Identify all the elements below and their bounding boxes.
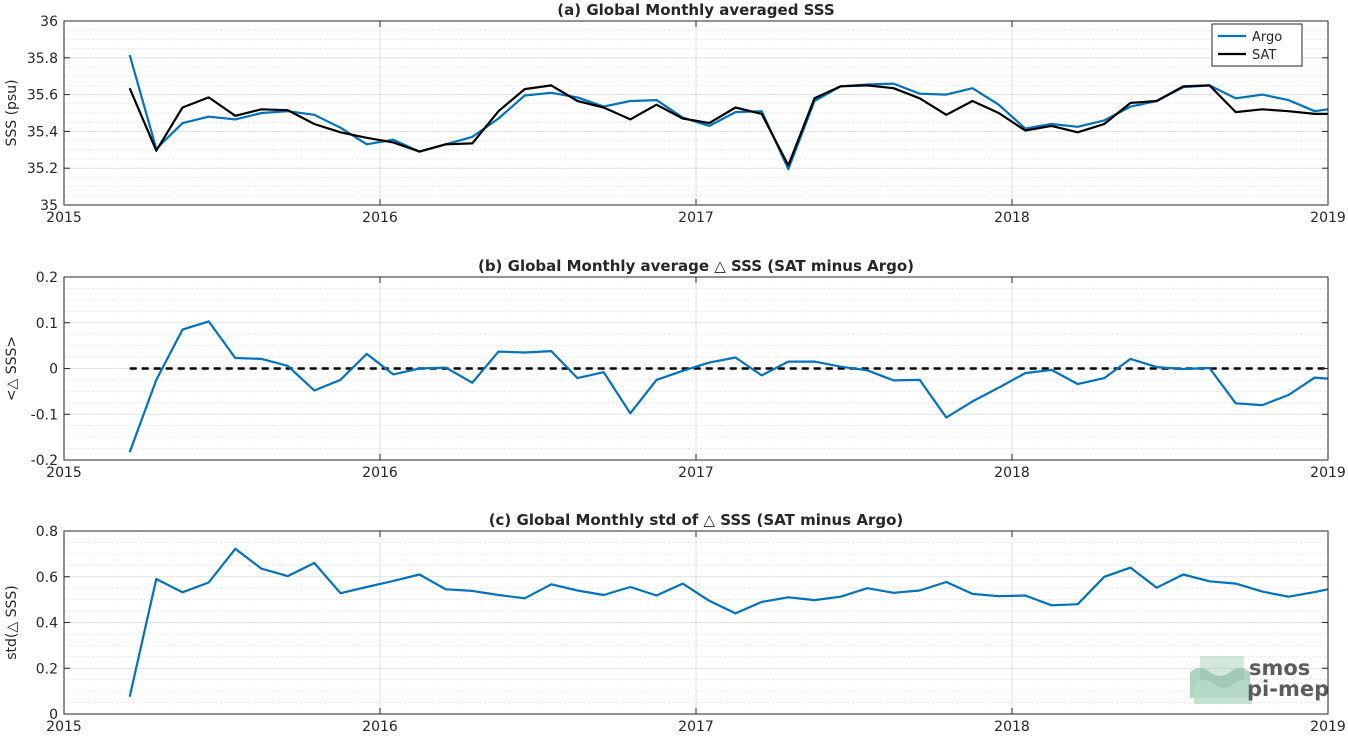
y-tick-label: 0.8 [36,524,58,540]
y-tick-label: 0 [49,707,58,723]
y-tick-label: 0.2 [36,661,58,677]
series-line-argo [128,54,1329,171]
logo-line1: smos [1249,656,1310,680]
x-tick-label: 2016 [362,719,398,735]
y-tick-label: 0.4 [36,616,58,632]
y-tick-label: -0.1 [31,407,58,423]
x-tick-label: 2019 [1310,719,1346,735]
panel-c-std-delta-sss: 0 0.2 0.4 0.6 0.8 2015 2016 2017 2018 2019 (c) Glo… [4,511,1346,735]
panel-a-sss: 35 35.2 35.4 35.6 35.8 36 2015 2016 2017 2018 2019… [4,1,1346,226]
panel-b-delta-sss: -0.2 -0.1 0 0.1 0.2 2015 2016 2017 2018 2019 (b) G… [4,257,1346,481]
series-line-sat [128,84,1328,167]
x-tick-label: 2019 [1310,465,1346,481]
legend-box [1211,23,1303,67]
x-tick-label: 2017 [678,465,714,481]
series-line-delta [128,320,1329,453]
y-tick-label: -0.2 [31,453,58,469]
logo-line2: pi-mep [1247,677,1329,701]
y-axis-label: SSS (psu) [4,79,20,146]
y-axis-label: std(△ SSS) [4,585,20,659]
y-tick-label: 36 [40,14,58,30]
x-tick-label: 2016 [362,210,398,226]
y-tick-label: 35.4 [27,124,58,140]
smos-pi-mep-logo: smos pi-mep [1190,656,1329,704]
x-tick-label: 2015 [46,719,82,735]
y-tick-label: 0.6 [36,570,58,586]
x-tick-label: 2015 [46,210,82,226]
x-tick-label: 2016 [362,465,398,481]
x-tick-label: 2018 [994,719,1030,735]
y-axis-label: <△ SSS> [4,336,20,401]
x-tick-label: 2018 [994,210,1030,226]
legend-label: Argo [1252,30,1282,45]
y-tick-label: 0 [49,362,58,378]
chart-title: (c) Global Monthly std of △ SSS (SAT min… [489,511,904,529]
logo-wave-icon [1190,656,1252,704]
series-line-delta [128,547,1329,698]
x-tick-label: 2019 [1310,210,1346,226]
legend-label: SAT [1252,48,1276,63]
chart-title: (a) Global Monthly averaged SSS [557,1,834,19]
y-tick-label: 35.2 [27,161,58,177]
x-tick-label: 2017 [678,719,714,735]
x-tick-label: 2015 [46,465,82,481]
y-tick-label: 0.2 [36,270,58,286]
x-tick-label: 2018 [994,465,1030,481]
y-tick-label: 35 [40,198,58,214]
x-tick-label: 2017 [678,210,714,226]
chart-title: (b) Global Monthly average △ SSS (SAT mi… [478,257,914,275]
y-tick-label: 0.1 [36,316,58,332]
y-tick-label: 35.6 [27,88,58,104]
y-tick-label: 35.8 [27,51,58,67]
